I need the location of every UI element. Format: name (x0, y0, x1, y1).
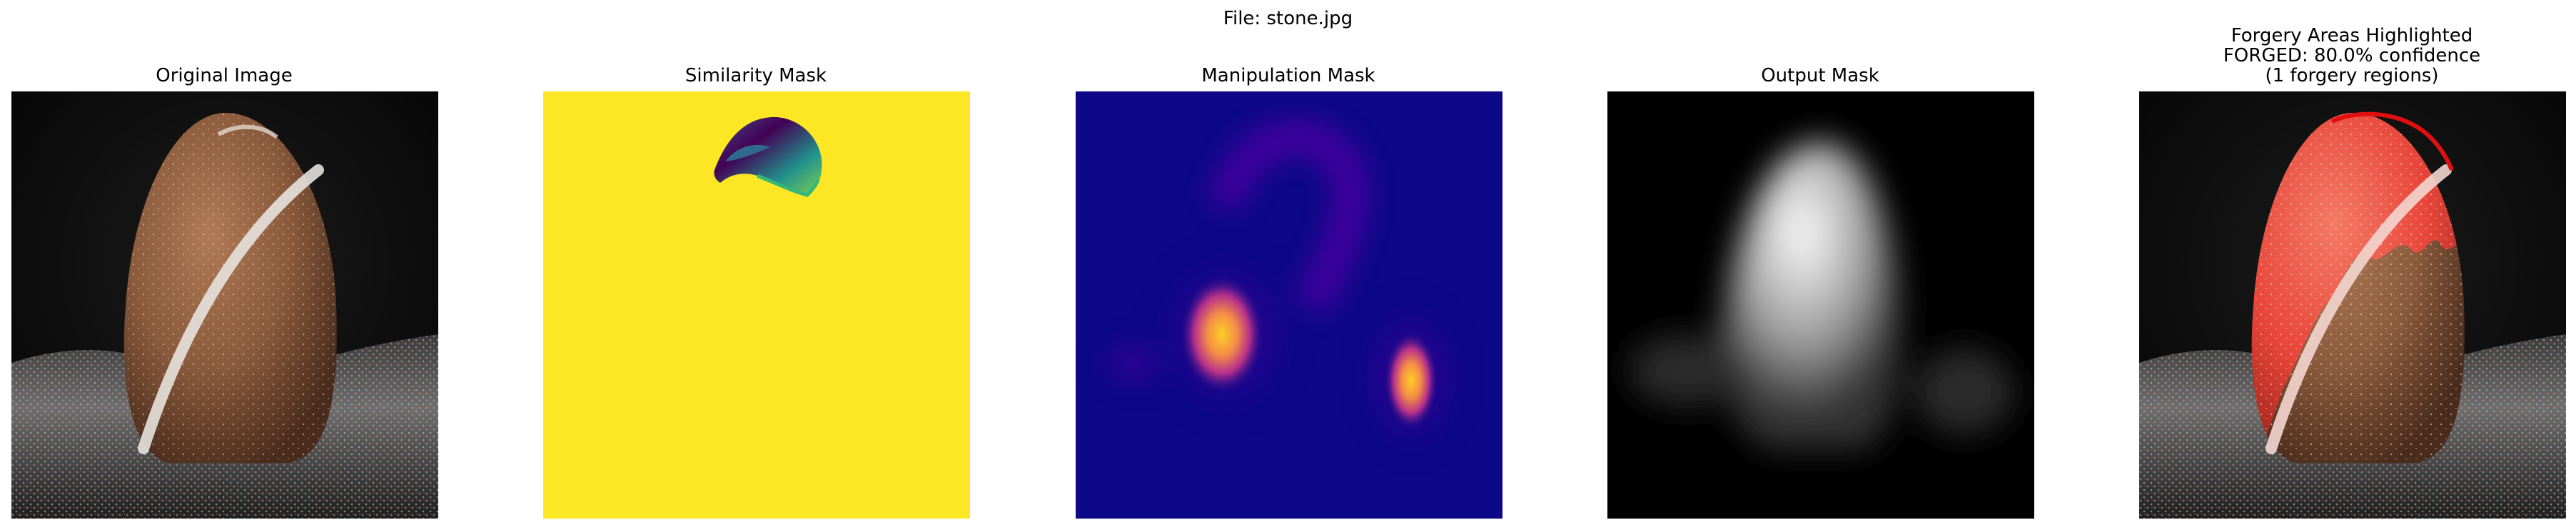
original-image-title: Original Image (156, 65, 293, 86)
output-mask (1607, 91, 2034, 519)
forgery-title-line-2: FORGED: 80.0% confidence (2223, 45, 2481, 66)
similarity-mask (543, 91, 970, 519)
output-mask-title: Output Mask (1761, 65, 1879, 86)
output-mask-panel (1607, 91, 2034, 519)
figure-title: File: stone.jpg (1223, 8, 1353, 29)
manipulation-mask-title: Manipulation Mask (1201, 65, 1375, 86)
forgery-highlight-title: Forgery Areas Highlighted FORGED: 80.0% … (2102, 26, 2576, 86)
original-image (11, 91, 438, 519)
manipulation-mask-panel (1076, 91, 1502, 519)
forgery-title-line-1: Forgery Areas Highlighted (2231, 25, 2473, 46)
forgery-highlight-image (2139, 91, 2566, 519)
original-image-panel (11, 91, 438, 519)
forgery-highlight-panel (2139, 91, 2566, 519)
forgery-title-line-3: (1 forgery regions) (2265, 65, 2439, 86)
similarity-mask-panel (543, 91, 970, 519)
manipulation-mask (1076, 91, 1502, 519)
similarity-mask-title: Similarity Mask (685, 65, 827, 86)
